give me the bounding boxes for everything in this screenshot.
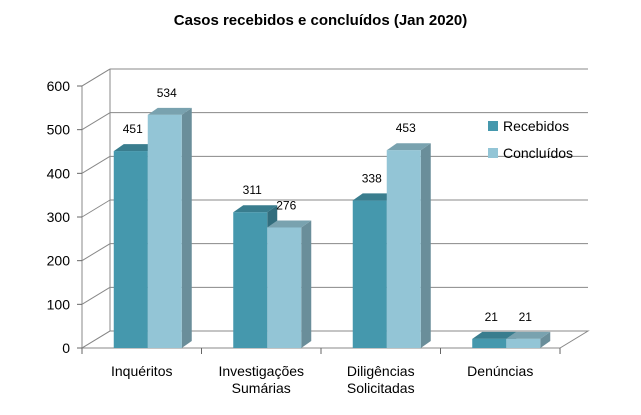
bar-top bbox=[267, 220, 312, 228]
bar-top bbox=[386, 143, 431, 151]
bar-concluídos-3 bbox=[506, 338, 541, 348]
bar-side bbox=[420, 143, 431, 348]
legend-entry: Concluídos bbox=[503, 145, 573, 161]
bar-recebidos-0 bbox=[113, 151, 148, 348]
chart-bars bbox=[113, 107, 551, 348]
x-tick-label: Denúncias bbox=[467, 363, 533, 379]
gridline-depth bbox=[81, 68, 111, 87]
legend-swatch bbox=[488, 121, 498, 131]
data-label: 311 bbox=[243, 183, 262, 197]
bar-top bbox=[113, 144, 158, 152]
chart-labels: 0 100 200 300 400 500 600 451 534 Inquéritos 311 27… bbox=[47, 78, 534, 396]
bar-side bbox=[181, 107, 192, 348]
chart-legend: Recebidos Concluídos bbox=[488, 118, 573, 161]
data-label: 21 bbox=[485, 310, 499, 324]
bar-side bbox=[540, 331, 551, 348]
bar-recebidos-1 bbox=[233, 212, 268, 348]
y-tick-label: 0 bbox=[62, 340, 70, 356]
gridline-depth bbox=[81, 243, 111, 262]
y-tick-label: 500 bbox=[47, 122, 71, 138]
gridline-depth bbox=[81, 199, 111, 218]
y-tick-label: 200 bbox=[47, 253, 71, 269]
gridline-depth bbox=[81, 112, 111, 131]
data-label: 534 bbox=[157, 86, 177, 100]
x-tick-label: Inquéritos bbox=[111, 363, 172, 379]
bar-top bbox=[352, 193, 397, 201]
chart-title: Casos recebidos e concluídos (Jan 2020) bbox=[173, 12, 468, 29]
gridline-depth bbox=[81, 330, 111, 349]
data-label: 338 bbox=[362, 171, 382, 185]
y-tick-label: 100 bbox=[47, 296, 71, 312]
gridline-depth bbox=[81, 286, 111, 305]
bar-concluídos-0 bbox=[147, 114, 182, 348]
y-tick-label: 300 bbox=[47, 209, 71, 225]
bar-concluídos-2 bbox=[386, 150, 421, 348]
x-tick-label: Investigações bbox=[218, 363, 304, 379]
legend-swatch bbox=[488, 148, 498, 158]
bar-top bbox=[147, 107, 192, 115]
chart-axes bbox=[77, 85, 561, 354]
data-label: 451 bbox=[123, 122, 143, 136]
bar-side bbox=[301, 220, 312, 348]
bar-concluídos-1 bbox=[267, 227, 302, 348]
y-tick-label: 400 bbox=[47, 165, 71, 181]
bar-top bbox=[506, 331, 551, 339]
bar-top bbox=[472, 331, 517, 339]
gridline-depth bbox=[81, 155, 111, 174]
x-tick-label: Diligências bbox=[347, 363, 415, 379]
x-tick-label: Sumárias bbox=[232, 380, 291, 396]
data-label: 21 bbox=[519, 310, 533, 324]
bar-recebidos-2 bbox=[352, 200, 387, 348]
legend-entry: Recebidos bbox=[503, 118, 569, 134]
y-tick-label: 600 bbox=[47, 78, 71, 94]
data-label: 453 bbox=[396, 121, 416, 135]
x-tick-label: Solicitadas bbox=[347, 380, 415, 396]
bar-recebidos-3 bbox=[472, 338, 507, 348]
bar-top bbox=[233, 205, 278, 213]
data-label: 276 bbox=[276, 198, 296, 212]
